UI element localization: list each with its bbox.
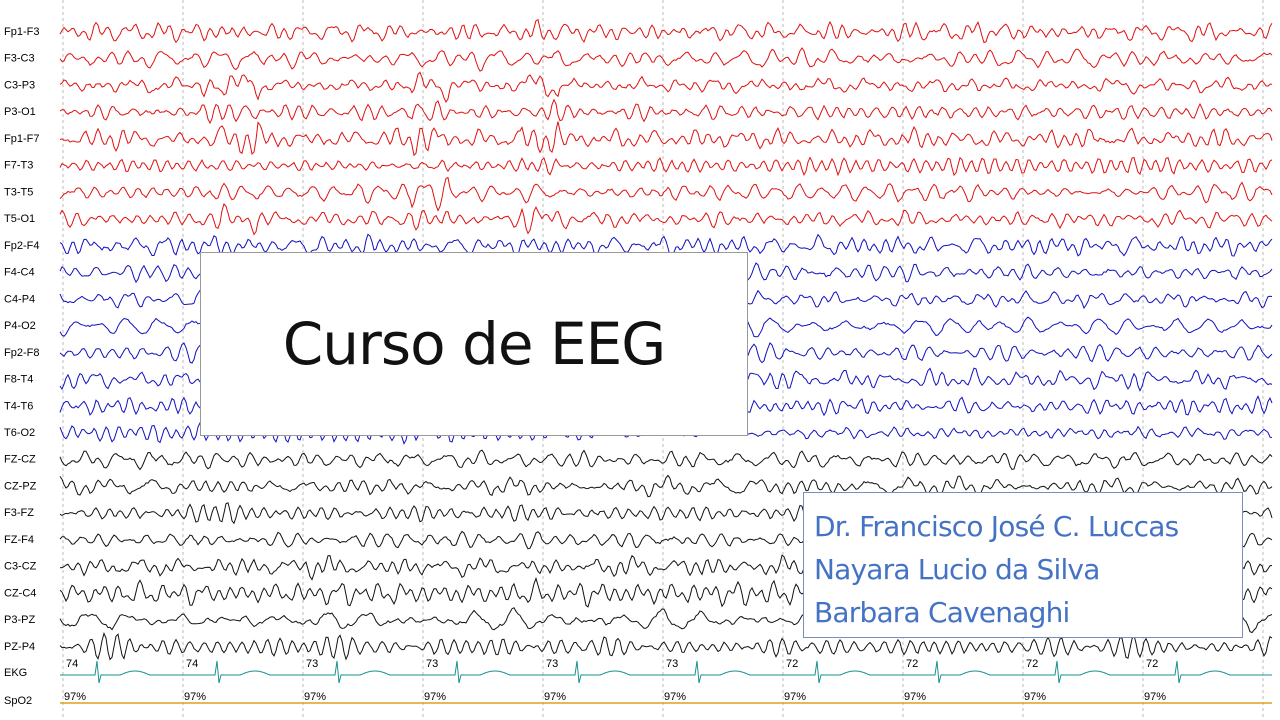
eeg-trace — [59, 47, 1273, 72]
channel-label: CZ-PZ — [4, 480, 37, 492]
channel-label: F4-C4 — [4, 267, 35, 279]
spo2-value: 97% — [64, 691, 86, 703]
eeg-trace — [59, 176, 1273, 212]
channel-label: FZ-CZ — [4, 454, 36, 466]
channel-label: PZ-P4 — [4, 641, 35, 653]
channel-label: C4-P4 — [4, 293, 35, 305]
channel-label: FZ-F4 — [4, 534, 34, 546]
heart-rate: 72 — [786, 658, 798, 670]
eeg-trace — [59, 203, 1273, 236]
channel-label: F3-C3 — [4, 53, 35, 65]
channel-label: C3-P3 — [4, 79, 35, 91]
eeg-trace — [59, 474, 1273, 499]
heart-rate: 72 — [1026, 658, 1038, 670]
channel-label: P3-O1 — [4, 106, 36, 118]
spo2-value: 97% — [1024, 691, 1046, 703]
heart-rate: 72 — [906, 658, 918, 670]
channel-label: T3-T5 — [4, 186, 33, 198]
heart-rate: 74 — [66, 658, 78, 670]
heart-rate: 73 — [306, 658, 318, 670]
spo2-value: 97% — [1144, 691, 1166, 703]
channel-label: T6-O2 — [4, 427, 35, 439]
eeg-trace — [59, 449, 1273, 471]
spo2-value: 97% — [784, 691, 806, 703]
channel-label: T4-T6 — [4, 400, 33, 412]
title: Curso de EEG — [282, 310, 666, 378]
channel-label: C3-CZ — [4, 561, 37, 573]
channel-label: EKG — [4, 667, 27, 679]
channel-label: F7-T3 — [4, 160, 33, 172]
heart-rate: 73 — [426, 658, 438, 670]
channel-label: SpO2 — [4, 695, 32, 707]
author: Barbara Cavenaghi — [814, 596, 1070, 629]
spo2-value: 97% — [184, 691, 206, 703]
ekg-trace — [60, 660, 1272, 684]
eeg-trace — [59, 71, 1273, 104]
eeg-trace — [59, 18, 1273, 44]
channel-label: CZ-C4 — [4, 587, 36, 599]
heart-rate: 74 — [186, 658, 198, 670]
channel-label: F8-T4 — [4, 374, 33, 386]
channel-label: T5-O1 — [4, 213, 35, 225]
author: Dr. Francisco José C. Luccas — [814, 510, 1179, 543]
heart-rate: 73 — [666, 658, 678, 670]
title-box: Curso de EEG — [200, 252, 748, 436]
eeg-trace — [59, 632, 1273, 661]
channel-label: Fp2-F8 — [4, 347, 39, 359]
heart-rate: 73 — [546, 658, 558, 670]
channel-label: F3-FZ — [4, 507, 34, 519]
channel-label: P3-PZ — [4, 614, 35, 626]
channel-label: P4-O2 — [4, 320, 36, 332]
channel-label: Fp1-F7 — [4, 133, 39, 145]
spo2-value: 97% — [544, 691, 566, 703]
spo2-value: 97% — [304, 691, 326, 703]
spo2-value: 97% — [904, 691, 926, 703]
channel-label: Fp2-F4 — [4, 240, 39, 252]
spo2-value: 97% — [424, 691, 446, 703]
eeg-trace — [59, 121, 1273, 157]
eeg-trace — [59, 156, 1273, 177]
author: Nayara Lucio da Silva — [814, 553, 1100, 586]
channel-label: Fp1-F3 — [4, 26, 39, 38]
spo2-value: 97% — [664, 691, 686, 703]
eeg-trace — [59, 233, 1273, 260]
eeg-trace — [59, 98, 1273, 125]
heart-rate: 72 — [1146, 658, 1158, 670]
authors-box: Dr. Francisco José C. Luccas Nayara Luci… — [803, 492, 1243, 638]
